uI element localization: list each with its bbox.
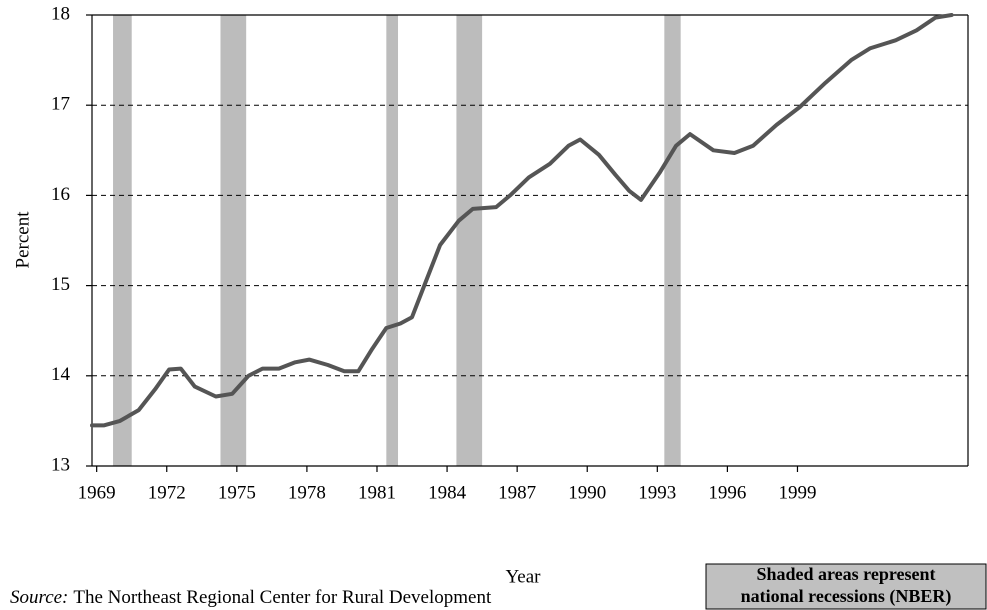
- x-tick-label: 1987: [498, 482, 536, 503]
- x-tick-label: 1990: [568, 482, 606, 503]
- y-tick-label: 16: [51, 184, 70, 205]
- x-tick-label: 1993: [638, 482, 676, 503]
- y-tick-label: 13: [51, 454, 70, 475]
- y-tick-label: 15: [51, 274, 70, 295]
- x-tick-label: 1975: [218, 482, 256, 503]
- source: Source: The Northeast Regional Center for…: [10, 587, 492, 608]
- recession-band: [220, 15, 247, 466]
- data-line: [90, 13, 954, 428]
- x-axis-label: Year: [505, 566, 541, 587]
- source-text: The Northeast Regional Center for Rural …: [73, 587, 492, 608]
- x-tick-label: 1972: [148, 482, 186, 503]
- recession-band: [664, 15, 681, 466]
- recession-band: [456, 15, 483, 466]
- x-tick-label: 1996: [708, 482, 746, 503]
- source-label: Source:: [10, 587, 68, 608]
- x-tick-label: 1978: [288, 482, 326, 503]
- note-box: [705, 563, 987, 610]
- y-tick-label: 14: [51, 364, 71, 385]
- x-tick-label: 1969: [78, 482, 116, 503]
- x-tick-label: 1999: [778, 482, 816, 503]
- x-tick-label: 1984: [428, 482, 467, 503]
- note-line: Shaded areas represent: [756, 564, 935, 584]
- y-tick-label: 18: [51, 3, 70, 24]
- y-tick-label: 17: [51, 94, 70, 115]
- y-axis-label: Percent: [12, 211, 33, 269]
- recession-band: [113, 15, 132, 466]
- note-line: national recessions (NBER): [741, 586, 952, 607]
- recession-band: [386, 15, 399, 466]
- x-tick-label: 1981: [358, 482, 396, 503]
